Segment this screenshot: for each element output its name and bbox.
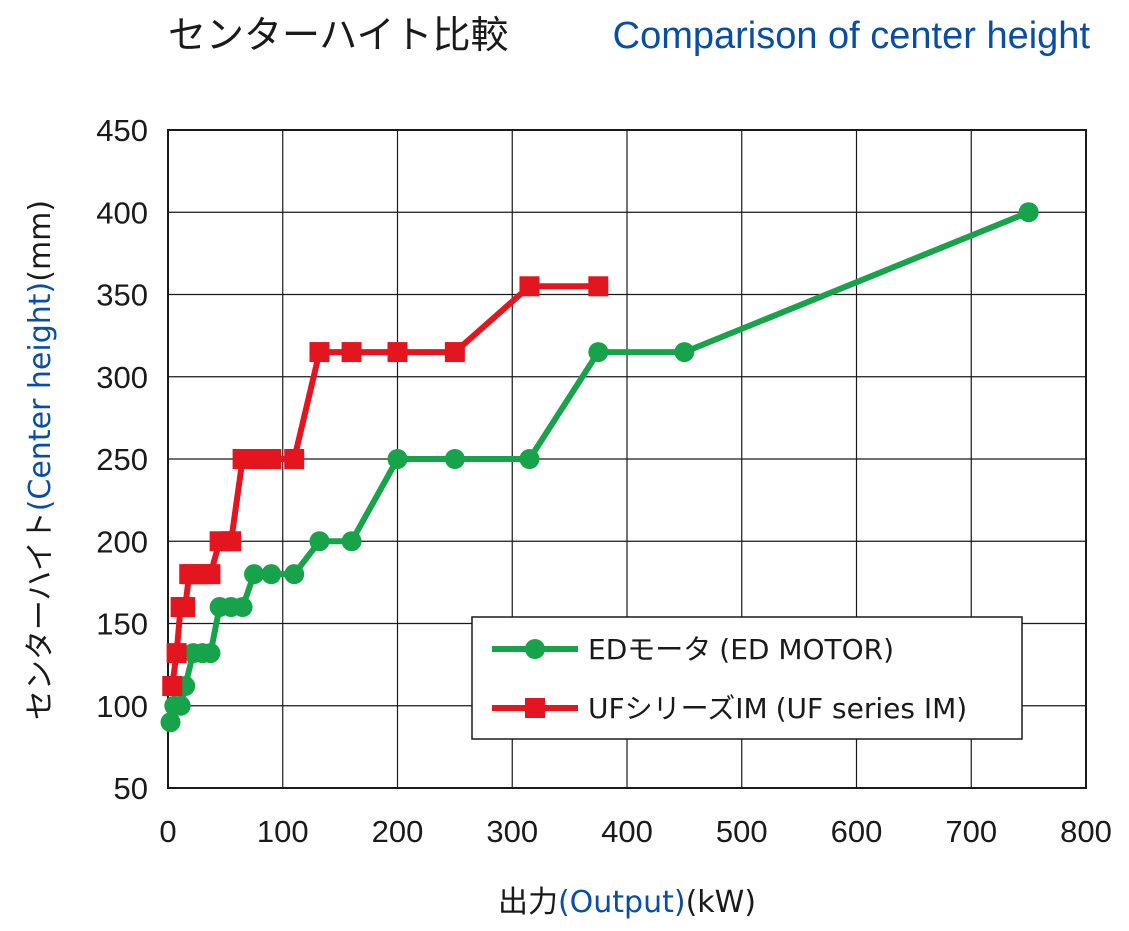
y-tick-label: 300 (96, 360, 148, 395)
legend-uf-label-en: (UF series IM) (776, 692, 968, 725)
y-axis-label-en: (Center height) (23, 282, 58, 512)
data-point-ed (519, 449, 540, 469)
data-point-ed (309, 531, 330, 552)
data-point-uf (166, 643, 187, 664)
legend-box (471, 616, 1023, 740)
legend-ed-label-jp: EDモータ (588, 633, 711, 666)
x-tick-label: 700 (945, 814, 997, 849)
data-point-ed (160, 712, 181, 733)
y-tick-label: 150 (96, 607, 148, 642)
data-point-ed (200, 643, 221, 664)
data-point-ed (1018, 202, 1039, 223)
x-tick-label: 600 (831, 814, 883, 849)
data-point-uf (200, 564, 221, 585)
legend-uf-label: UFシリーズIM (UF series IM) (588, 692, 967, 725)
plot-frame (167, 129, 1087, 789)
x-axis-label-jp: 出力 (498, 885, 558, 920)
legend-ed-label-en: (ED MOTOR) (719, 633, 894, 666)
data-point-uf (387, 342, 408, 363)
x-tick-label: 0 (159, 814, 176, 849)
data-point-uf (444, 342, 465, 363)
x-tick-label: 200 (372, 814, 424, 849)
data-point-ed (341, 531, 362, 552)
data-point-uf (175, 597, 196, 618)
y-tick-label: 200 (96, 524, 148, 559)
y-tick-label: 350 (96, 278, 148, 313)
data-point-ed (284, 564, 305, 585)
y-axis-label: センターハイト(Center height)(mm) (23, 200, 58, 720)
y-axis-label-unit: (mm) (23, 200, 58, 282)
tick-labels: 0 100 200 300 400 500 600 700 800 50 100 150 200 250 3… (96, 113, 1112, 849)
y-tick-label: 50 (114, 771, 148, 806)
legend: EDモータ (ED MOTOR) UFシリーズIM (UF series IM) (471, 616, 1023, 740)
x-axis-label: 出力(Output)(kW) (498, 885, 756, 920)
x-tick-label: 800 (1060, 814, 1112, 849)
legend-ed-marker (525, 639, 545, 659)
data-point-uf (221, 531, 242, 552)
y-tick-label: 400 (96, 195, 148, 230)
y-tick-label: 450 (96, 113, 148, 148)
data-point-ed (387, 449, 408, 469)
legend-ed-label: EDモータ (ED MOTOR) (588, 633, 894, 666)
y-tick-label: 100 (96, 689, 148, 724)
series (160, 202, 1039, 733)
data-point-ed (170, 695, 191, 716)
x-tick-label: 500 (716, 814, 768, 849)
data-point-ed (444, 449, 465, 469)
data-point-ed (244, 564, 265, 585)
data-point-uf (284, 449, 305, 469)
chart-title-jp: センターハイト比較 (168, 13, 508, 57)
y-axis-label-jp: センターハイト (23, 511, 58, 720)
legend-uf-label-jp: UFシリーズIM (588, 692, 768, 725)
data-point-uf (261, 449, 282, 469)
data-point-uf (341, 342, 362, 363)
data-point-ed (261, 564, 282, 585)
data-point-uf (162, 676, 183, 697)
y-tick-label: 250 (96, 442, 148, 477)
chart-title-en: Comparison of center height (613, 15, 1091, 57)
data-point-uf (519, 276, 540, 297)
data-point-uf (588, 276, 609, 297)
data-point-ed (674, 342, 695, 363)
data-point-ed (232, 597, 253, 618)
data-point-uf (244, 449, 265, 469)
x-axis-label-unit: (kW) (686, 885, 756, 920)
x-tick-label: 100 (257, 814, 309, 849)
x-tick-label: 300 (486, 814, 538, 849)
x-axis-label-en: (Output) (558, 885, 686, 920)
x-tick-label: 400 (601, 814, 653, 849)
data-point-ed (588, 342, 609, 363)
legend-uf-marker (525, 698, 545, 718)
data-point-uf (309, 342, 330, 363)
grid (167, 129, 1087, 789)
